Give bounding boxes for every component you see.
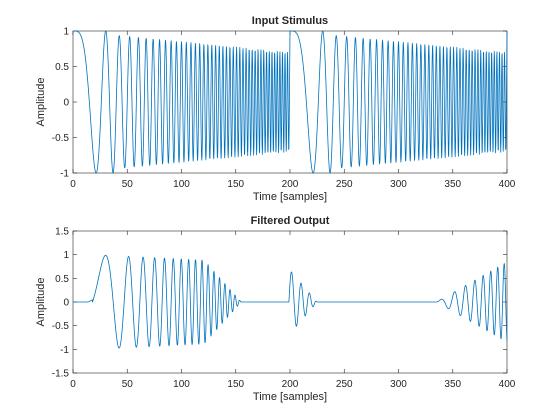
y-tick-label: 1 <box>63 27 69 38</box>
y-tick-label: -1.5 <box>52 369 70 380</box>
x-tick-label: 0 <box>70 379 76 390</box>
plot-input-stimulus: Input Stimulus 0 50 100 150 200 250 300 350 400 … <box>35 15 516 203</box>
x-axis-label: Time [samples] <box>253 191 327 203</box>
x-tick-label: 350 <box>444 379 461 390</box>
y-tick-label: -0.5 <box>52 133 70 144</box>
x-tick-label: 100 <box>173 179 190 190</box>
x-tick-label: 250 <box>336 379 353 390</box>
x-tick-label: 150 <box>227 379 244 390</box>
x-tick-label: 100 <box>173 379 190 390</box>
x-tick-label: 50 <box>122 179 134 190</box>
plot-filtered-output: Filtered Output 0 50 100 150 200 250 300 350 400… <box>35 215 516 403</box>
y-tick-label: 0 <box>63 298 69 309</box>
plot-title: Filtered Output <box>251 215 330 227</box>
x-tick-label: 50 <box>122 379 134 390</box>
plot-area <box>72 230 508 374</box>
y-tick-label: -1 <box>60 345 69 356</box>
y-tick-label: 0.5 <box>55 274 69 285</box>
x-tick-label: 0 <box>70 179 76 190</box>
y-tick-label: 1.5 <box>55 227 69 238</box>
x-tick-label: 400 <box>499 179 516 190</box>
x-tick-label: 200 <box>282 379 299 390</box>
y-tick-label: 0 <box>63 98 69 109</box>
x-tick-label: 150 <box>227 179 244 190</box>
y-tick-label: 0.5 <box>55 62 69 73</box>
x-ticks: 0 50 100 150 200 250 300 350 400 <box>70 31 516 190</box>
y-axis-label: Amplitude <box>35 78 47 127</box>
x-axis-label: Time [samples] <box>253 391 327 403</box>
x-tick-label: 200 <box>282 179 299 190</box>
x-tick-label: 300 <box>390 379 407 390</box>
plot-title: Input Stimulus <box>252 15 328 27</box>
series-line-output <box>72 254 508 349</box>
x-tick-label: 350 <box>444 179 461 190</box>
y-tick-label: 1 <box>63 250 69 261</box>
y-ticks: -1.5 -1 -0.5 0 0.5 1 1.5 <box>52 227 507 380</box>
y-axis-label: Amplitude <box>35 278 47 327</box>
x-ticks: 0 50 100 150 200 250 300 350 400 <box>70 231 516 390</box>
x-tick-label: 250 <box>336 179 353 190</box>
series-line-input <box>72 30 508 174</box>
y-tick-label: -1 <box>60 169 69 180</box>
x-tick-label: 300 <box>390 179 407 190</box>
x-tick-label: 400 <box>499 379 516 390</box>
y-tick-label: -0.5 <box>52 321 70 332</box>
